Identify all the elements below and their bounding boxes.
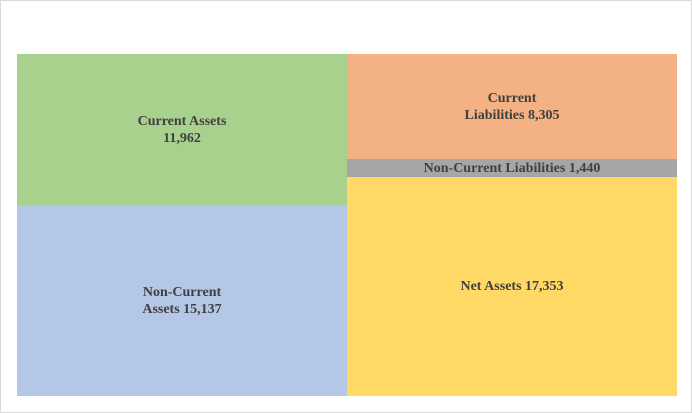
block-non-current-liabilities: Non-Current Liabilities 1,440 [347, 159, 677, 177]
label-non-current-assets: Non-Current Assets 15,137 [142, 284, 222, 317]
block-net-assets: Net Assets 17,353 [347, 177, 677, 396]
treemap-chart: Current Assets 11,962 Non-Current Assets … [17, 54, 677, 396]
block-non-current-assets: Non-Current Assets 15,137 [17, 205, 347, 396]
block-current-liabilities: Current Liabilities 8,305 [347, 54, 677, 159]
label-non-current-liabilities: Non-Current Liabilities 1,440 [423, 160, 601, 176]
label-current-liabilities: Current Liabilities 8,305 [464, 90, 560, 123]
label-current-assets: Current Assets 11,962 [137, 113, 227, 146]
block-current-assets: Current Assets 11,962 [17, 54, 347, 205]
label-net-assets: Net Assets 17,353 [460, 279, 564, 294]
